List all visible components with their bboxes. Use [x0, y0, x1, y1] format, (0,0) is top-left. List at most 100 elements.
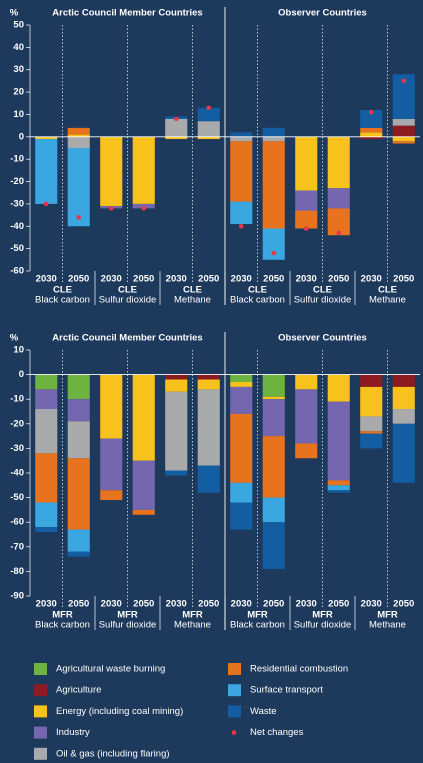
- bar-segment: [230, 386, 253, 414]
- pollutant-label: Methane: [369, 295, 406, 306]
- y-tick-label: -20: [10, 418, 24, 429]
- y-tick-label: 0: [19, 131, 24, 142]
- scenario-label: CLE: [118, 285, 137, 296]
- bar-segment: [392, 118, 415, 126]
- pollutant-label: Methane: [174, 295, 211, 306]
- bar-segment: [67, 127, 90, 135]
- bar-segment: [100, 438, 123, 491]
- x-tick-label: 2050: [198, 274, 219, 285]
- scenario-label: CLE: [248, 285, 267, 296]
- x-tick-label: 2050: [68, 274, 89, 285]
- bar-segment: [230, 482, 253, 503]
- bar-segment: [360, 433, 383, 449]
- bar-segment: [35, 502, 58, 528]
- bar-segment: [197, 389, 220, 466]
- y-tick-label: -60: [10, 266, 24, 277]
- legend-label: Net changes: [250, 727, 304, 738]
- y-tick-label: -40: [10, 221, 24, 232]
- y-unit: %: [10, 8, 19, 19]
- bar-segment: [35, 136, 58, 140]
- bar-segment: [360, 431, 383, 434]
- bar-segment: [262, 136, 285, 142]
- legend-label: Agricultural waste burning: [56, 664, 165, 675]
- x-tick-label: 2030: [296, 599, 317, 610]
- x-tick-label: 2050: [393, 599, 414, 610]
- bar-segment: [165, 379, 188, 392]
- y-tick-label: 0: [19, 369, 24, 380]
- pollutant-label: Sulfur dioxide: [99, 620, 157, 631]
- x-tick-label: 2030: [231, 599, 252, 610]
- net-change-dot: [108, 206, 114, 211]
- scenario-label: MFR: [377, 610, 398, 621]
- net-change-dot: [141, 206, 147, 211]
- bar-segment: [35, 453, 58, 503]
- y-tick-label: 40: [13, 42, 24, 53]
- scenario-label: CLE: [53, 285, 72, 296]
- y-tick-label: -50: [10, 243, 24, 254]
- bar-segment: [197, 107, 220, 122]
- bar-segment: [132, 374, 155, 461]
- legend-label: Surface transport: [250, 685, 323, 696]
- x-tick-label: 2050: [328, 274, 349, 285]
- scenario-label: CLE: [378, 285, 397, 296]
- bar-segment: [67, 374, 90, 400]
- bar-segment: [392, 423, 415, 483]
- bar-segment: [230, 413, 253, 483]
- bar-segment: [132, 460, 155, 510]
- bar-segment: [262, 436, 285, 498]
- bar-segment: [35, 409, 58, 454]
- bar-segment: [392, 409, 415, 424]
- y-tick-label: -10: [10, 394, 24, 405]
- bar-segment: [360, 109, 383, 128]
- bar-segment: [392, 125, 415, 137]
- legend-label: Residential combustion: [250, 664, 348, 675]
- bar-segment: [35, 389, 58, 410]
- bar-segment: [262, 228, 285, 260]
- net-change-dot: [43, 201, 49, 207]
- y-unit: %: [10, 333, 19, 344]
- y-tick-label: -50: [10, 492, 24, 503]
- y-tick-label: -40: [10, 468, 24, 479]
- legend-label: Energy (including coal mining): [56, 706, 183, 717]
- bar-segment: [67, 148, 90, 227]
- y-tick-label: -30: [10, 443, 24, 454]
- legend-label: Waste: [250, 706, 277, 717]
- bar-segment: [197, 465, 220, 493]
- x-tick-label: 2050: [328, 599, 349, 610]
- bar-segment: [35, 527, 58, 533]
- bar-segment: [230, 141, 253, 202]
- bar-segment: [100, 136, 123, 207]
- pollutant-label: Black carbon: [230, 295, 285, 306]
- legend-swatch: [228, 705, 241, 718]
- legend-swatch: [34, 726, 47, 739]
- y-tick-label: 10: [13, 345, 24, 356]
- group-title: Observer Countries: [278, 333, 367, 344]
- bar-segment: [262, 396, 285, 400]
- bar-segment: [230, 381, 253, 387]
- scenario-label: MFR: [182, 610, 203, 621]
- x-tick-label: 2050: [198, 599, 219, 610]
- x-tick-label: 2050: [263, 274, 284, 285]
- bar-segment: [360, 416, 383, 432]
- bar-segment: [67, 551, 90, 557]
- scenario-label: MFR: [52, 610, 73, 621]
- bar-segment: [67, 421, 90, 459]
- bar-segment: [165, 470, 188, 476]
- bar-segment: [100, 374, 123, 439]
- net-change-dot: [238, 223, 244, 229]
- bar-segment: [360, 132, 383, 137]
- net-change-dot: [368, 109, 374, 115]
- bar-segment: [67, 134, 90, 137]
- x-tick-label: 2030: [361, 599, 382, 610]
- scenario-label: MFR: [247, 610, 268, 621]
- net-change-dot: [206, 105, 212, 111]
- bar-segment: [392, 386, 415, 410]
- pollutant-label: Sulfur dioxide: [99, 295, 157, 306]
- legend-label: Oil & gas (including flaring): [56, 748, 170, 759]
- bar-segment: [327, 374, 350, 402]
- x-tick-label: 2050: [133, 599, 154, 610]
- bar-segment: [327, 490, 350, 493]
- bar-segment: [392, 136, 415, 142]
- legend-swatch: [228, 684, 241, 697]
